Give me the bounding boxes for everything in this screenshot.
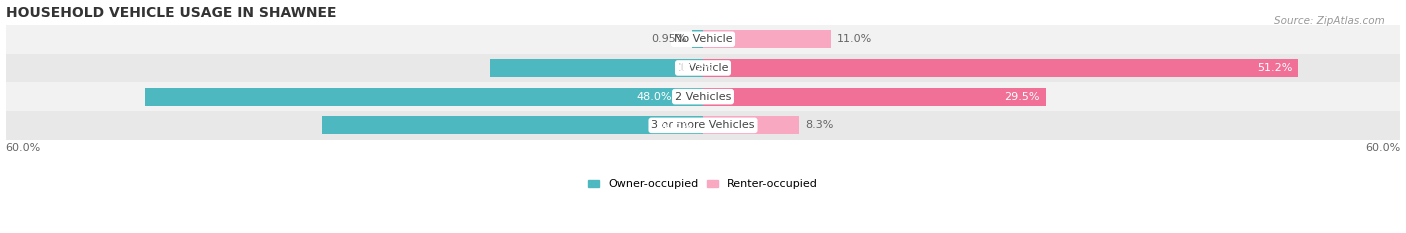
Text: 60.0%: 60.0% <box>6 143 41 153</box>
Text: 8.3%: 8.3% <box>806 120 834 130</box>
Text: Source: ZipAtlas.com: Source: ZipAtlas.com <box>1274 16 1385 26</box>
Bar <box>145 88 703 106</box>
Bar <box>692 30 703 48</box>
Text: 1 Vehicle: 1 Vehicle <box>678 63 728 73</box>
Legend: Owner-occupied, Renter-occupied: Owner-occupied, Renter-occupied <box>583 175 823 194</box>
Text: 11.0%: 11.0% <box>837 34 872 44</box>
Bar <box>6 54 1400 82</box>
Text: 2 Vehicles: 2 Vehicles <box>675 92 731 102</box>
Bar <box>703 116 800 134</box>
Text: 0.95%: 0.95% <box>651 34 686 44</box>
Text: 32.8%: 32.8% <box>657 120 693 130</box>
Bar <box>491 59 703 77</box>
Text: 60.0%: 60.0% <box>1365 143 1400 153</box>
Bar <box>703 30 831 48</box>
Text: 48.0%: 48.0% <box>636 92 672 102</box>
Text: No Vehicle: No Vehicle <box>673 34 733 44</box>
Text: 3 or more Vehicles: 3 or more Vehicles <box>651 120 755 130</box>
Bar <box>703 59 1298 77</box>
Bar <box>6 82 1400 111</box>
Bar <box>6 111 1400 140</box>
Bar <box>322 116 703 134</box>
Text: 18.3%: 18.3% <box>678 63 713 73</box>
Bar <box>703 88 1046 106</box>
Text: 29.5%: 29.5% <box>1005 92 1040 102</box>
Text: 51.2%: 51.2% <box>1257 63 1292 73</box>
Bar <box>6 25 1400 54</box>
Text: HOUSEHOLD VEHICLE USAGE IN SHAWNEE: HOUSEHOLD VEHICLE USAGE IN SHAWNEE <box>6 6 336 20</box>
